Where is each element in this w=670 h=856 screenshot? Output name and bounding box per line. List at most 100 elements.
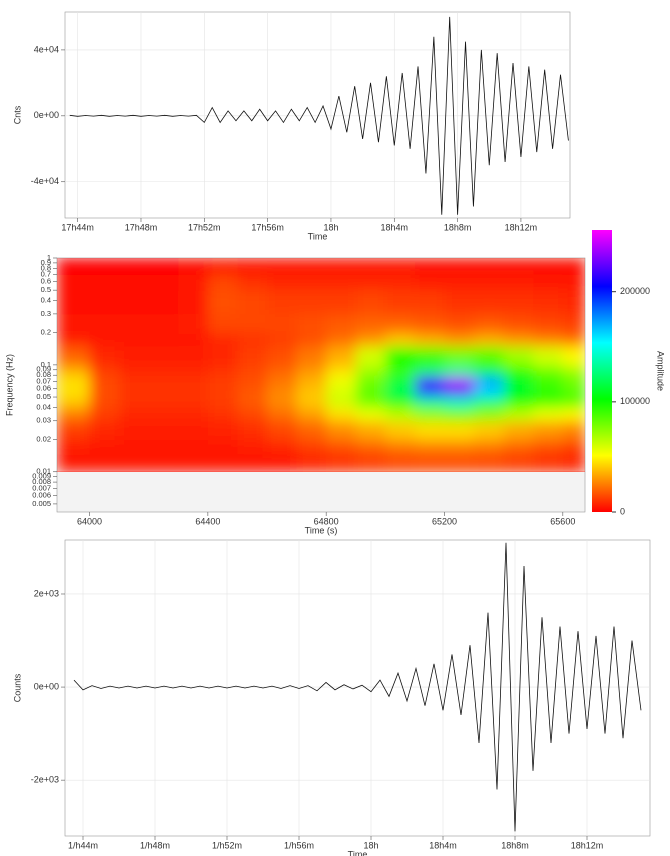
heatmap-cell — [444, 364, 475, 376]
x-tick-label: 18h4m — [429, 840, 457, 850]
y-tick-label: 0.3 — [41, 309, 51, 318]
heatmap-cell — [207, 407, 238, 422]
heatmap-cell — [296, 420, 327, 441]
heatmap-cell — [57, 364, 91, 376]
y-tick-label: 0.5 — [41, 285, 51, 294]
colorbar-tick-label: 100000 — [620, 396, 650, 406]
y-tick-label: 0.008 — [32, 477, 51, 486]
x-tick-label: 17h44m — [61, 222, 94, 232]
heatmap-cell — [267, 452, 298, 472]
heatmap-cell — [296, 332, 327, 347]
heatmap-cell — [57, 290, 91, 315]
heatmap-cell — [385, 397, 416, 408]
heatmap-cell — [89, 388, 120, 398]
panel: -2e+03 0e+00 2e+03 1/h44m 1/h48m 1/h52m 1/h56m… — [12, 539, 651, 856]
heatmap-cell — [57, 346, 91, 366]
heatmap-cell — [57, 452, 91, 472]
waveform — [73, 542, 642, 832]
heatmap-cell — [207, 397, 238, 408]
heatmap-cell — [562, 258, 585, 276]
heatmap-cell — [533, 313, 564, 334]
y-tick-label: 0.006 — [32, 490, 51, 499]
heatmap-cell — [89, 346, 120, 366]
y-tick-label: 0.007 — [32, 483, 51, 492]
x-axis-label: Time — [348, 849, 368, 856]
heatmap-cell — [148, 397, 179, 408]
heatmap-cell — [296, 274, 327, 291]
heatmap-cell — [326, 274, 357, 291]
heatmap-cell — [267, 332, 298, 347]
x-tick-label: 1/h48m — [140, 840, 170, 850]
heatmap-cell — [237, 439, 268, 454]
heatmap-cell — [267, 388, 298, 398]
heatmap-cell — [385, 346, 416, 366]
heatmap-cell — [119, 364, 150, 376]
heatmap-cell — [355, 420, 386, 441]
heatmap-cell — [296, 407, 327, 422]
heatmap-cell — [119, 452, 150, 472]
heatmap-cell — [503, 364, 534, 376]
heatmap-cell — [562, 397, 585, 408]
heatmap-cell — [503, 388, 534, 398]
heatmap-cell — [326, 375, 357, 390]
heatmap-cell — [444, 388, 475, 398]
heatmap-cell — [207, 313, 238, 334]
heatmap-cell — [503, 397, 534, 408]
heatmap-cell — [414, 439, 445, 454]
heatmap-cell — [178, 407, 209, 422]
heatmap-cell — [326, 397, 357, 408]
heatmap-cell — [474, 313, 505, 334]
heatmap-cell — [178, 420, 209, 441]
heatmap-cell — [414, 388, 445, 398]
heatmap-cell — [178, 375, 209, 390]
y-tick-label: 4e+04 — [34, 44, 59, 54]
heatmap-cell — [326, 364, 357, 376]
x-tick-label: 65600 — [550, 516, 575, 526]
heatmap-cell — [385, 439, 416, 454]
heatmap-cell — [267, 346, 298, 366]
heatmap-cell — [474, 332, 505, 347]
heatmap-cell — [385, 452, 416, 472]
heatmap-cell — [503, 274, 534, 291]
heatmap-cell — [355, 346, 386, 366]
heatmap-cell — [326, 258, 357, 276]
heatmap-cell — [533, 420, 564, 441]
heatmap-cell — [237, 346, 268, 366]
x-tick-label: 1/h56m — [284, 840, 314, 850]
heatmap-cell — [444, 452, 475, 472]
heatmap-cell — [119, 439, 150, 454]
heatmap-cell — [207, 420, 238, 441]
y-axis-label: Frequency (Hz) — [4, 354, 14, 416]
heatmap-cell — [148, 258, 179, 276]
heatmap-cell — [414, 332, 445, 347]
heatmap-cell — [57, 407, 91, 422]
y-tick-label: 0.1 — [41, 360, 51, 369]
heatmap-cell — [296, 258, 327, 276]
heatmap-cell — [207, 388, 238, 398]
heatmap-cell — [148, 407, 179, 422]
y-tick-label: 0.02 — [36, 435, 51, 444]
heatmap-cell — [326, 407, 357, 422]
heatmap-cell — [267, 274, 298, 291]
heatmap-cell — [444, 375, 475, 390]
heatmap-cell — [414, 313, 445, 334]
heatmap-cell — [207, 439, 238, 454]
heatmap-cell — [119, 313, 150, 334]
heatmap-cell — [474, 375, 505, 390]
heatmap-cell — [57, 258, 91, 276]
y-tick-label: 0.2 — [41, 328, 51, 337]
heatmap-cell — [57, 313, 91, 334]
y-tick-label: 0.06 — [36, 384, 51, 393]
heatmap-cell — [296, 364, 327, 376]
heatmap-cell — [385, 375, 416, 390]
heatmap-cell — [237, 313, 268, 334]
heatmap-cell — [562, 452, 585, 472]
heatmap-cell — [148, 452, 179, 472]
heatmap-cell — [119, 290, 150, 315]
heatmap-cell — [267, 420, 298, 441]
heatmap-cell — [503, 290, 534, 315]
heatmap-cell — [562, 388, 585, 398]
heatmap-cell — [267, 375, 298, 390]
heatmap-cell — [562, 420, 585, 441]
